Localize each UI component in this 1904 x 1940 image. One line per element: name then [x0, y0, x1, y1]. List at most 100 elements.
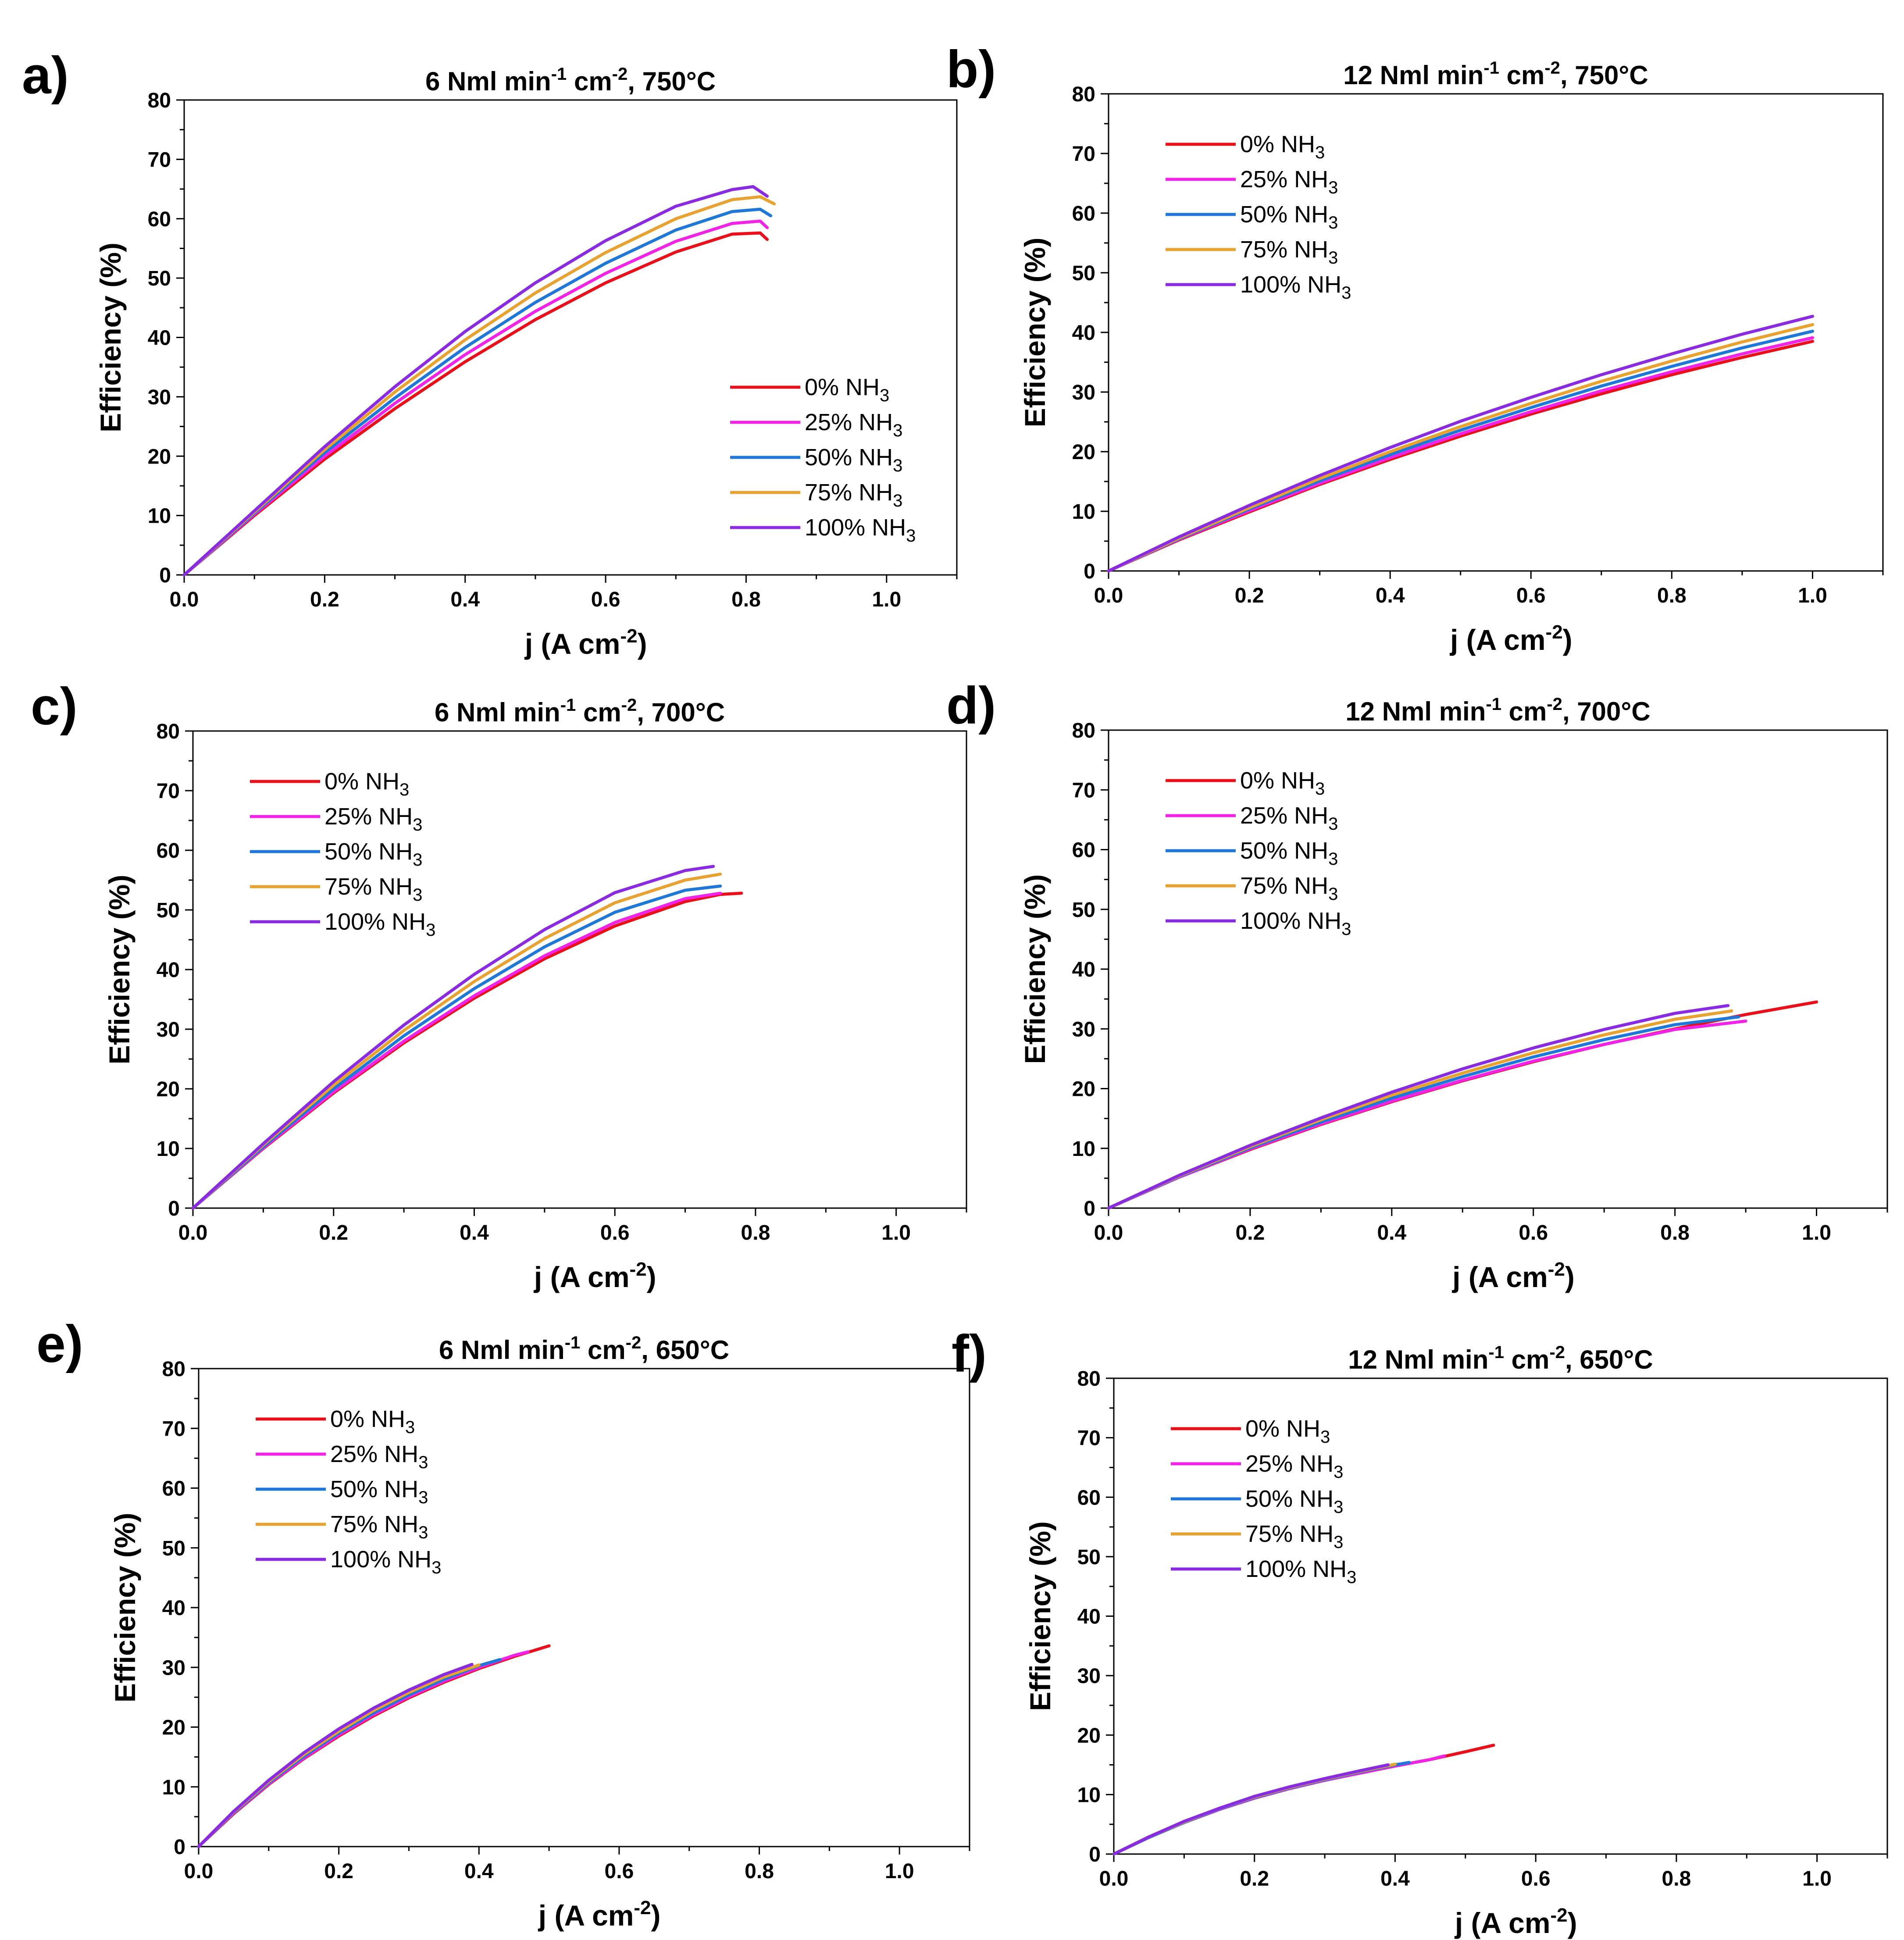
x-tick-label: 0.6 — [591, 588, 620, 611]
chart-title-text: 6 Nml min — [435, 698, 560, 727]
y-axis-label: Efficiency (%) — [1019, 874, 1051, 1064]
series-line-1 — [1112, 1754, 1446, 1856]
y-tick-label: 0 — [168, 1197, 180, 1220]
legend-label-sub: 3 — [418, 1523, 428, 1542]
x-tick-label: 1.0 — [1802, 1221, 1831, 1245]
chart-title-text: 6 Nml min — [439, 1335, 565, 1365]
legend-label-text: 75% NH — [1240, 236, 1328, 263]
chart-title-mid: cm — [1504, 1345, 1549, 1374]
x-tick-label: 0.4 — [460, 1221, 489, 1245]
x-tick-label: 0.8 — [1660, 1221, 1690, 1245]
legend-label-sub: 3 — [1328, 248, 1338, 267]
x-axis-label-end: ) — [1563, 624, 1572, 656]
series-line-1 — [197, 1650, 530, 1848]
y-tick-label: 0 — [1084, 1197, 1095, 1220]
legend-label-text: 100% NH — [324, 909, 426, 935]
y-tick-label: 30 — [162, 1656, 185, 1680]
legend-label-sub: 3 — [413, 885, 422, 905]
legend-label-text: 50% NH — [1240, 838, 1328, 864]
chart-title-end: , 700°C — [637, 698, 725, 727]
legend-label-sub: 3 — [1341, 283, 1351, 303]
legend-label: 0% NH3 — [1245, 1416, 1330, 1447]
series-line-0 — [197, 1644, 551, 1848]
x-axis-label-text: j (A cm — [538, 1899, 634, 1932]
x-axis-label-text: j (A cm — [533, 1261, 630, 1293]
x-axis-label-sup: -2 — [634, 1897, 651, 1919]
chart-title-end: , 650°C — [1565, 1345, 1653, 1374]
x-axis-label: j (A cm-2) — [1454, 1904, 1577, 1939]
series-line-1 — [191, 892, 722, 1210]
legend-label-text: 100% NH — [1240, 908, 1341, 934]
legend-label-text: 25% NH — [1245, 1451, 1334, 1477]
chart-title-mid: cm — [576, 698, 621, 727]
legend-label-sub: 3 — [399, 780, 409, 799]
chart-title-end: , 650°C — [641, 1335, 729, 1365]
chart-title-mid: cm — [1501, 697, 1547, 726]
legend-label-text: 25% NH — [1240, 166, 1328, 193]
x-tick-label: 0.0 — [184, 1860, 214, 1883]
legend-label-sub: 3 — [1347, 1568, 1356, 1587]
series-line-1 — [1107, 1020, 1747, 1210]
x-tick-label: 0.0 — [1094, 584, 1123, 607]
y-axis-label: Efficiency (%) — [103, 875, 135, 1065]
x-axis-label-end: ) — [1568, 1907, 1577, 1939]
y-tick-label: 20 — [1072, 1078, 1095, 1101]
series-line-3 — [1107, 1009, 1733, 1210]
legend-label-sub: 3 — [893, 421, 902, 440]
y-tick-label: 0 — [1084, 560, 1095, 583]
legend-label-text: 0% NH — [324, 768, 399, 795]
chart-title-sup1: -1 — [1488, 1343, 1504, 1362]
chart-title-mid: cm — [580, 1335, 625, 1365]
x-axis-label-sup: -2 — [630, 1259, 647, 1280]
legend-label: 25% NH3 — [330, 1441, 428, 1472]
x-tick-label: 0.2 — [324, 1860, 353, 1883]
y-tick-label: 30 — [148, 386, 171, 409]
series-line-3 — [1107, 323, 1814, 573]
series-line-0 — [1112, 1744, 1495, 1856]
chart-title-end: , 700°C — [1562, 697, 1651, 726]
legend-label-text: 50% NH — [324, 838, 413, 865]
y-tick-label: 30 — [1072, 1018, 1095, 1041]
chart-title: 12 Nml min-1 cm-2, 650°C — [1348, 1343, 1653, 1374]
y-tick-label: 80 — [157, 720, 180, 743]
y-tick-label: 0 — [159, 564, 171, 587]
y-tick-label: 60 — [1077, 1486, 1101, 1509]
x-axis-label-text: j (A cm — [1454, 1907, 1551, 1939]
legend-label: 25% NH3 — [1240, 802, 1338, 834]
panel-label: f) — [952, 1324, 987, 1383]
series-line-3 — [197, 1663, 481, 1848]
plot-frame — [192, 730, 967, 1209]
y-tick-label: 70 — [148, 148, 171, 171]
legend-label-sub: 3 — [413, 815, 422, 834]
y-tick-label: 40 — [1072, 958, 1095, 981]
series-line-4 — [197, 1662, 474, 1848]
legend-label-text: 25% NH — [1240, 802, 1328, 829]
x-axis-label-sup: -2 — [1546, 621, 1563, 643]
plot-frame — [1108, 93, 1884, 572]
y-tick-label: 80 — [1072, 719, 1095, 742]
chart-title-end: , 750°C — [628, 67, 716, 96]
y-tick-label: 70 — [157, 780, 180, 803]
y-tick-label: 80 — [148, 89, 171, 112]
chart-title-text: 12 Nml min — [1345, 697, 1486, 726]
legend-label: 75% NH3 — [1240, 873, 1338, 904]
series-line-2 — [191, 884, 722, 1210]
y-tick-label: 60 — [1072, 839, 1095, 862]
legend-label: 100% NH3 — [1240, 908, 1351, 939]
legend-label-text: 50% NH — [1245, 1486, 1334, 1512]
y-tick-label: 30 — [1077, 1665, 1101, 1688]
chart-panel-f: 0 10 20 30 40 50 60 70 80 0.0 0.2 0.4 0.6 0.8 1.0 j (A … — [952, 1324, 1888, 1939]
x-tick-label: 0.4 — [1376, 584, 1405, 607]
y-tick-label: 40 — [157, 959, 180, 982]
x-tick-label: 1.0 — [1802, 1867, 1832, 1890]
y-tick-label: 20 — [1072, 441, 1095, 464]
x-tick-label: 0.6 — [1521, 1867, 1551, 1890]
x-tick-label: 0.0 — [1094, 1221, 1123, 1245]
panel-label: a) — [22, 46, 69, 105]
legend-label-text: 100% NH — [330, 1546, 431, 1573]
x-axis-label: j (A cm-2) — [538, 1897, 661, 1932]
series-line-4 — [182, 185, 769, 577]
